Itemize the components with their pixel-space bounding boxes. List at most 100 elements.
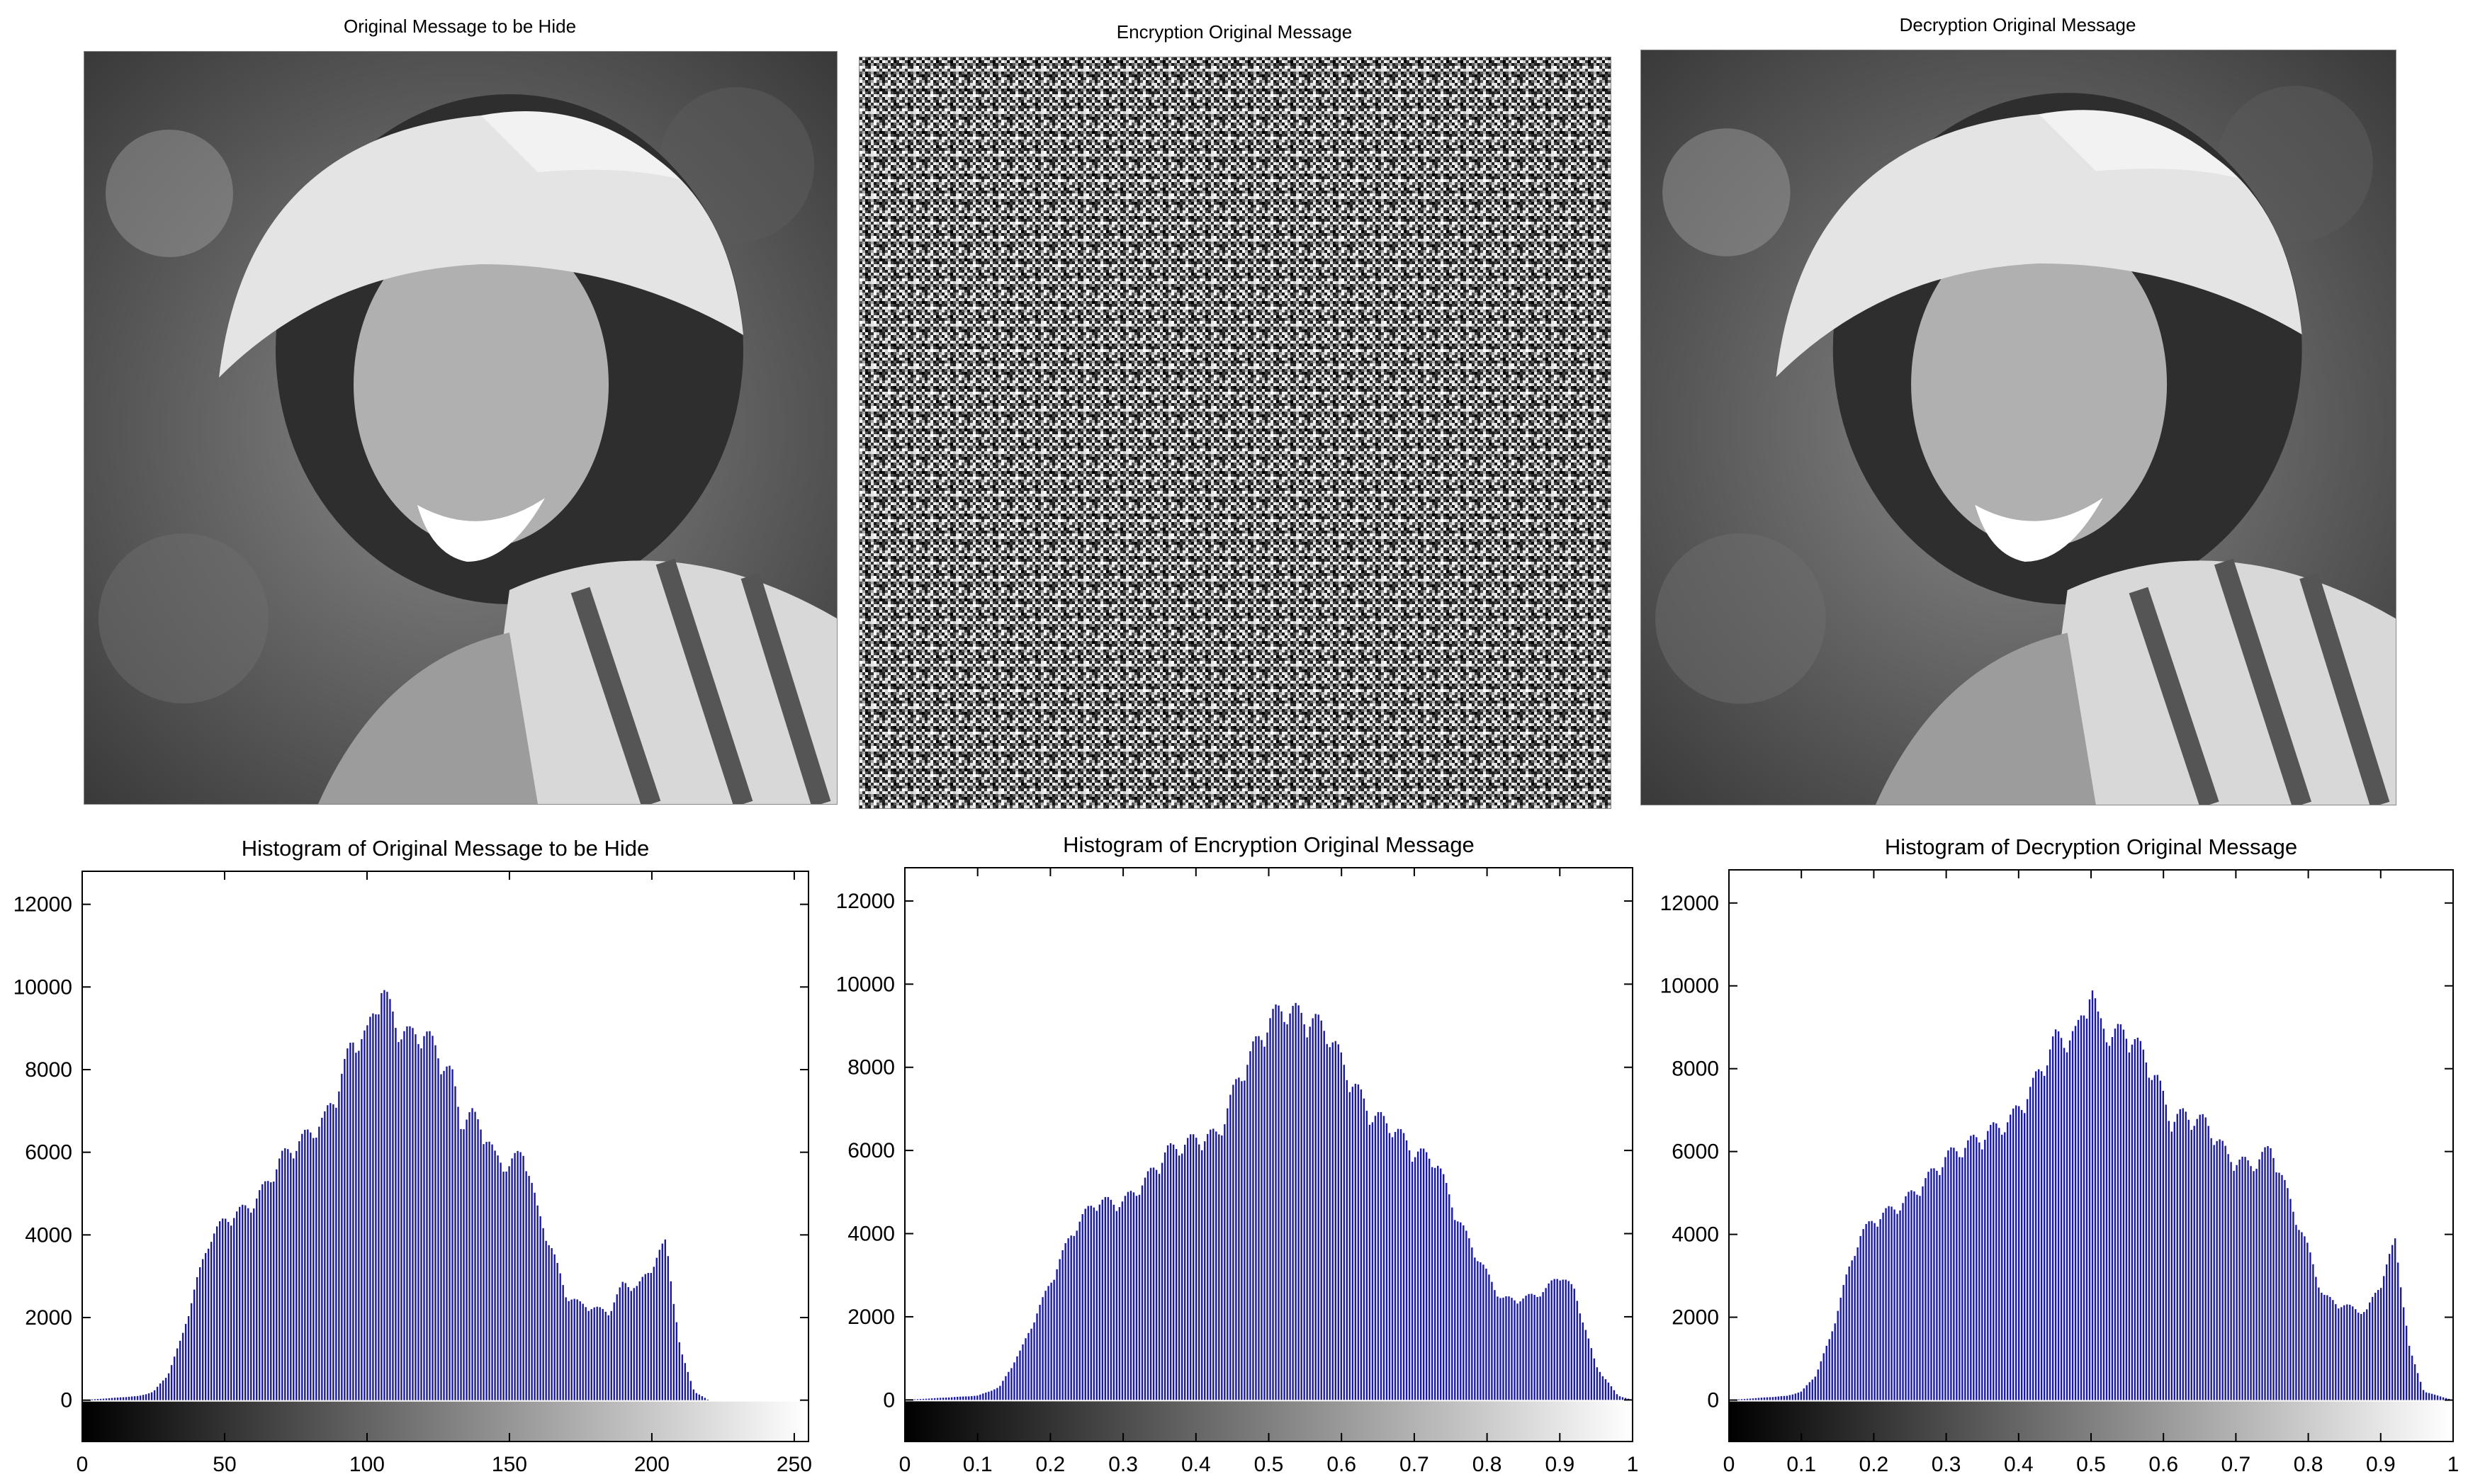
histogram-bar [1244,1080,1246,1400]
histogram-bar [2244,1157,2246,1400]
histogram-bar [1158,1174,1161,1400]
histogram-bar [570,1299,573,1400]
histogram-bar [218,1221,221,1400]
histogram-bar [1905,1196,1907,1400]
histogram-bar [1166,1145,1169,1400]
y-tick-label: 2000 [847,1305,895,1329]
histogram-bar [1888,1206,1890,1400]
histogram-bar [2396,1262,2399,1400]
histogram-bar [2272,1157,2275,1400]
histogram-bar [1862,1229,1864,1400]
histogram-bar [1471,1247,1473,1400]
histogram-bar [278,1158,281,1400]
histogram-bar [383,990,385,1400]
histogram-bar [1399,1129,1402,1400]
histogram-bar [290,1152,292,1400]
histogram-bar [511,1158,513,1400]
histogram-bar [1340,1052,1342,1400]
histogram-0: 0 2000 4000 6000 8000 10000 12000 0 50 100 150 200 2… [13,836,812,1476]
histogram-bar [2148,1077,2151,1400]
histogram-bar [420,1048,422,1400]
histogram-bar [1893,1209,1895,1400]
histogram-bar [1978,1142,1980,1400]
histogram-bar [395,1028,397,1400]
histogram-bar [647,1273,649,1400]
histogram-bar [1227,1108,1229,1400]
histogram-bar [1056,1269,1058,1400]
histogram-bar [1146,1171,1149,1400]
histogram-bar [996,1388,998,1400]
histogram-bar [2094,998,2097,1400]
histogram-bar [2007,1122,2009,1400]
histogram-bar [2221,1140,2224,1400]
chart-title: Histogram of Encryption Original Message [1063,832,1475,857]
histogram-bar [352,1042,354,1400]
histogram-bar [1970,1135,1972,1400]
histogram-bar [1964,1148,1966,1400]
histogram-bar [641,1276,643,1400]
histogram-bar [1834,1323,1836,1400]
y-tick-label: 10000 [836,973,895,996]
histogram-bar [423,1036,425,1400]
histogram-bar [942,1398,945,1400]
histogram-bar [1224,1124,1226,1400]
histogram-bar [2153,1075,2156,1400]
histogram-bar [661,1243,663,1400]
histogram-bar [1263,1046,1266,1400]
histogram-bar [358,1050,360,1400]
histogram-bar [1078,1221,1081,1400]
histogram-bar [2043,1075,2046,1400]
histogram-bar [599,1307,601,1400]
histogram-bar [1241,1081,1243,1400]
histogram-bar [2315,1276,2317,1400]
histogram-bar [2318,1287,2320,1400]
histogram-bar [210,1242,213,1400]
histogram-bar [1488,1274,1490,1400]
histogram-bar [582,1303,584,1400]
histogram-bar [1252,1041,1254,1400]
histogram-bar [2122,1029,2125,1400]
histogram-bar [1865,1223,1867,1400]
histogram-bar [1443,1174,1445,1400]
histogram-bar [349,1042,351,1400]
histogram-bar [287,1149,289,1400]
histogram-bar [196,1277,198,1400]
histogram-bar [2369,1302,2371,1400]
histogram-bar [2213,1145,2215,1400]
histogram-bar [954,1397,956,1400]
histogram-bar [1967,1140,1969,1400]
histogram-bar [553,1254,556,1400]
histogram-bar [1255,1036,1257,1400]
image-title-encrypted: Encryption Original Message [1116,21,1353,43]
histogram-bar [1879,1219,1881,1400]
histogram-bar [2355,1309,2357,1400]
histogram-bar [1090,1206,1092,1400]
histogram-bar [119,1397,122,1400]
histogram-bar [142,1395,145,1400]
histogram-bar [233,1218,235,1400]
histogram-bar [1235,1079,1237,1400]
x-tick-label: 0.9 [2366,1453,2396,1476]
histogram-bar [2080,1015,2083,1400]
histogram-bar [1570,1284,1572,1400]
histogram-bar [633,1288,635,1400]
histogram-bar [2018,1106,2020,1400]
histogram-bar [1766,1397,1769,1400]
histogram-bar [959,1396,962,1400]
histogram-bar [1141,1185,1144,1400]
histogram-bar [398,1042,400,1400]
histogram-bar [624,1283,626,1400]
histogram-bar [230,1225,232,1400]
histogram-bar [2071,1031,2074,1400]
histogram-bar [225,1218,227,1400]
histogram-bar [1076,1230,1078,1400]
histogram-bar [221,1218,224,1400]
histogram-bar [2227,1154,2229,1400]
histogram-bar [517,1150,519,1400]
histogram-bar [1567,1281,1570,1400]
histogram-bar [2034,1071,2037,1400]
histogram-bar [525,1171,527,1400]
histogram-bar [2366,1309,2368,1400]
histogram-bar [1990,1124,1992,1400]
histogram-bar [1516,1303,1518,1400]
